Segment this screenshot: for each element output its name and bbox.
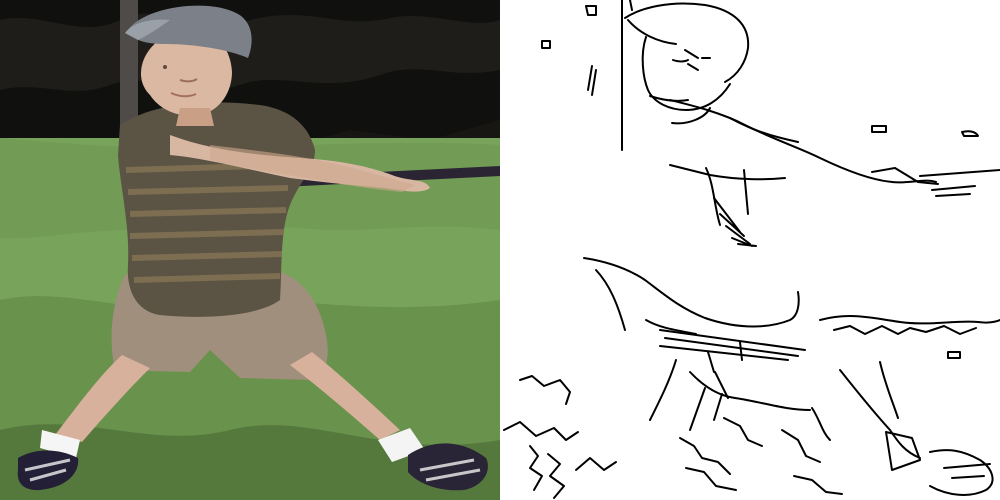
right-leg — [290, 352, 400, 440]
photo-panel — [0, 0, 500, 500]
head — [140, 29, 232, 116]
edge-map — [503, 0, 1000, 499]
cap — [128, 5, 252, 58]
edge-map-panel — [500, 0, 1000, 500]
child-batting-photo — [0, 0, 500, 500]
left-sock — [40, 430, 80, 458]
left-leg — [55, 355, 150, 442]
